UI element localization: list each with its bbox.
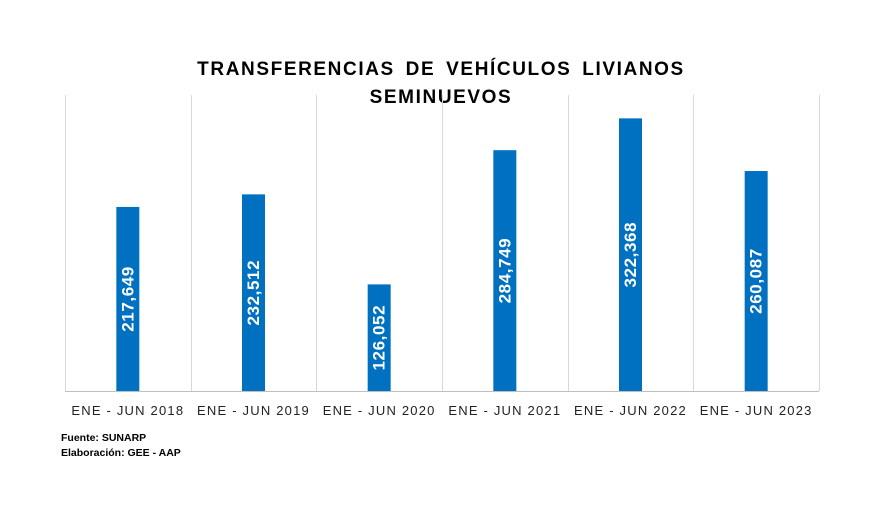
bar-1 [242, 194, 265, 391]
bar-3 [493, 150, 517, 391]
x-tick-label-4: ENE - JUN 2022 [574, 403, 687, 418]
data-labels: 217,649 232,512 126,052 284,749 322,368 260,0… [118, 222, 765, 371]
x-tick-label-1: ENE - JUN 2019 [197, 403, 310, 418]
x-axis-tick-labels: ENE - JUN 2018 ENE - JUN 2019 ENE - JUN 20… [71, 403, 813, 418]
data-label-2: 126,052 [370, 305, 389, 371]
credit-note: Elaboración: GEE - AAP [61, 447, 181, 459]
data-label-3: 284,749 [495, 238, 514, 304]
data-label-1: 232,512 [244, 260, 263, 326]
x-tick-label-5: ENE - JUN 2023 [700, 403, 813, 418]
x-tick-label-0: ENE - JUN 2018 [71, 403, 184, 418]
data-label-0: 217,649 [118, 266, 137, 332]
bar-2 [367, 284, 391, 391]
bar-5 [744, 171, 768, 391]
bar-0 [116, 206, 140, 391]
chart-title-line-2: SEMINUEVOS [370, 87, 513, 108]
source-note: Fuente: SUNARP [61, 432, 147, 444]
gridlines [65, 95, 820, 392]
x-tick-label-3: ENE - JUN 2021 [448, 403, 561, 418]
bar-series [116, 118, 768, 391]
data-label-4: 322,368 [621, 222, 640, 288]
bar-4 [619, 118, 642, 391]
x-tick-label-2: ENE - JUN 2020 [323, 403, 436, 418]
chart-title-line-1: TRANSFERENCIAS DE VEHÍCULOS LIVIANOS [197, 58, 685, 80]
data-label-5: 260,087 [747, 248, 766, 314]
